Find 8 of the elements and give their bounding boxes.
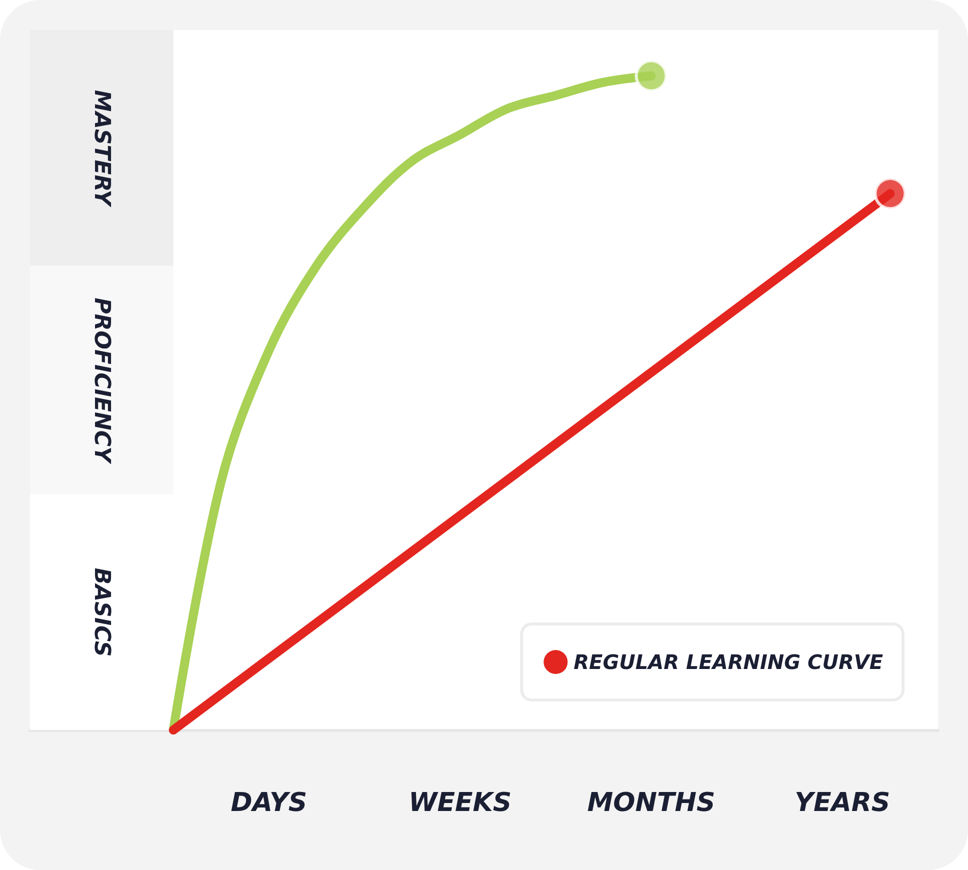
band-label: MASTERY <box>89 90 114 208</box>
band-label: BASICS <box>89 568 114 657</box>
x-tick-label: MONTHS <box>587 788 716 818</box>
x-tick-label: DAYS <box>230 788 308 818</box>
legend-label: REGULAR LEARNING CURVE <box>574 650 884 674</box>
x-tick-label: WEEKS <box>408 788 512 818</box>
x-tick-label: YEARS <box>794 788 890 818</box>
band-label: PROFICIENCY <box>89 298 114 464</box>
